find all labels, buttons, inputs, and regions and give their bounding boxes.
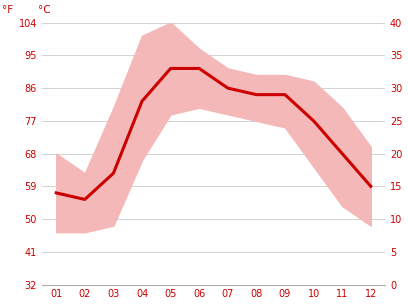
Text: °F: °F bbox=[2, 5, 13, 15]
Text: °C: °C bbox=[38, 5, 51, 15]
